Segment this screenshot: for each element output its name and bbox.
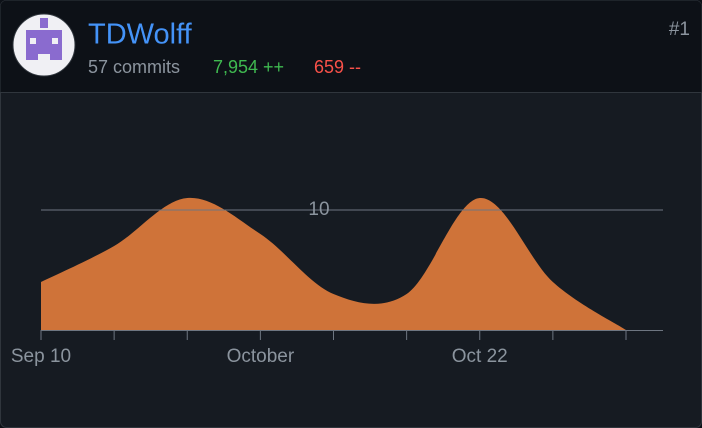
rank: #1 (669, 19, 690, 40)
commit-count[interactable]: 57 commits (88, 57, 180, 77)
x-tick-label: Oct 22 (452, 346, 508, 367)
deletions: 659 -- (314, 57, 361, 77)
x-tick-label: Sep 10 (11, 346, 71, 367)
card-header-bg (0, 0, 702, 92)
x-tick-label: October (227, 346, 295, 367)
username[interactable]: TDWolff (88, 19, 193, 51)
avatar-identicon (26, 18, 62, 60)
area (41, 197, 626, 330)
plot: 10 Sep 10 October Oct 22 (11, 197, 663, 367)
avatar[interactable] (12, 13, 76, 77)
additions: 7,954 ++ (213, 57, 284, 77)
y-tick-label: 10 (308, 199, 329, 220)
